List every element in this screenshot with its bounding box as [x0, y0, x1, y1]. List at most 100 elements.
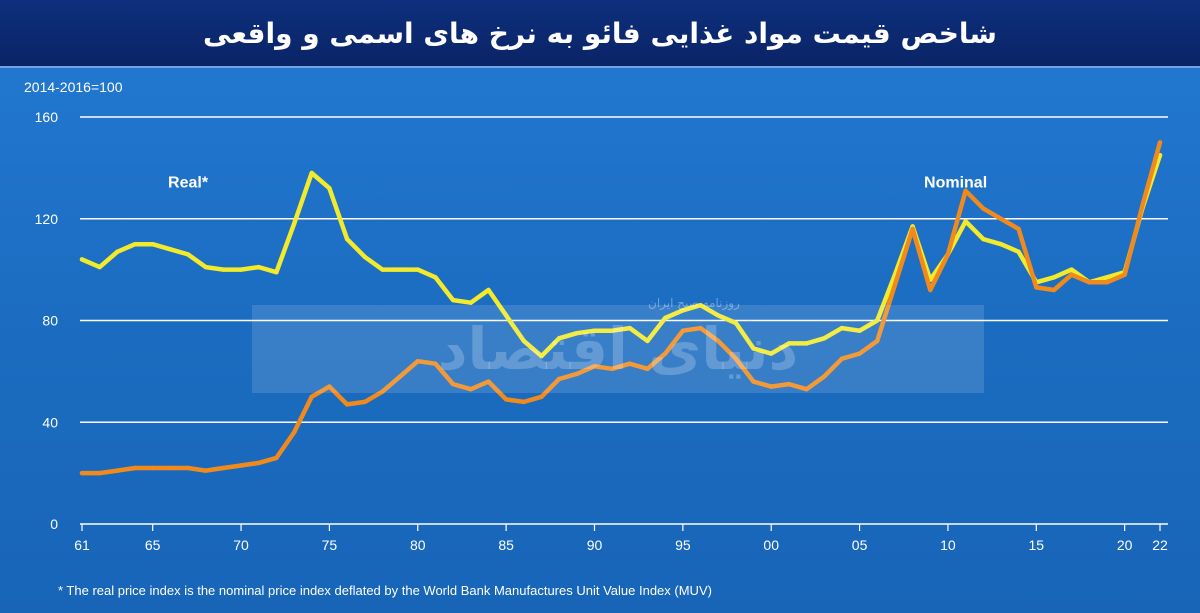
data-point-real	[503, 313, 509, 318]
data-point-real	[556, 336, 562, 341]
data-point-nominal	[433, 361, 438, 366]
data-point-real	[521, 338, 526, 344]
data-point-nominal	[468, 387, 473, 392]
data-point-real	[804, 341, 809, 346]
data-point-nominal	[221, 465, 226, 471]
data-point-nominal	[963, 188, 968, 193]
series-label-nominal: Nominal	[924, 175, 987, 192]
data-point-real	[327, 186, 332, 191]
data-point-real	[274, 270, 279, 275]
series-label-real: Real*	[168, 175, 209, 192]
data-point-nominal	[680, 328, 686, 333]
data-point-nominal	[1122, 272, 1127, 277]
series-labels: 2014-2016=100 Real* Nominal	[24, 79, 987, 192]
data-point-nominal	[397, 374, 403, 379]
data-point-nominal	[327, 384, 332, 389]
data-point-nominal	[786, 381, 792, 387]
data-point-nominal	[203, 468, 208, 473]
data-point-nominal	[344, 402, 350, 407]
y-tick-label: 40	[42, 414, 58, 430]
x-tick-label: 95	[675, 537, 691, 553]
data-point-real	[680, 308, 686, 313]
data-point-real	[362, 254, 367, 260]
y-tick-label: 160	[35, 109, 59, 125]
data-point-nominal	[503, 397, 509, 402]
data-point-real	[150, 242, 155, 247]
data-point-real	[397, 267, 403, 272]
data-point-nominal	[839, 356, 845, 361]
x-tick-label: 65	[145, 537, 161, 553]
x-tick-label: 20	[1117, 537, 1133, 553]
data-point-nominal	[716, 338, 721, 344]
x-tick-label: 90	[587, 537, 603, 553]
watermark-band: دنیای اقتصاد	[252, 305, 984, 393]
data-point-nominal	[645, 366, 650, 371]
data-point-real	[592, 328, 597, 333]
data-point-real	[115, 249, 120, 254]
data-point-real	[627, 325, 632, 331]
data-point-nominal	[822, 374, 827, 379]
chart-title: شاخص قیمت مواد غذایی فائو به نرخ های اسم…	[203, 16, 997, 50]
data-point-nominal	[998, 216, 1004, 221]
data-point-real	[610, 328, 615, 333]
x-tick-label: 05	[852, 537, 868, 553]
data-point-nominal	[1087, 280, 1092, 285]
data-point-nominal	[291, 430, 297, 435]
data-point-nominal	[610, 366, 615, 371]
series-lines	[79, 140, 1163, 476]
data-point-real	[132, 242, 138, 247]
data-point-real	[1069, 267, 1074, 272]
data-point-nominal	[521, 399, 526, 405]
data-point-real	[468, 300, 473, 305]
data-point-real	[185, 252, 191, 257]
data-point-real	[539, 353, 544, 359]
data-point-real	[415, 267, 420, 272]
data-point-real	[663, 315, 668, 321]
data-point-nominal	[663, 351, 668, 356]
data-point-nominal	[415, 359, 420, 364]
footnote: * The real price index is the nominal pr…	[58, 583, 712, 598]
data-point-nominal	[79, 470, 85, 476]
unit-label: 2014-2016=100	[24, 79, 123, 95]
data-point-real	[998, 242, 1004, 247]
data-point-real	[79, 257, 85, 262]
data-point-real	[786, 341, 792, 346]
data-point-real	[1051, 275, 1057, 280]
data-point-nominal	[910, 226, 915, 232]
data-point-real	[486, 287, 491, 293]
data-point-nominal	[539, 394, 544, 399]
data-point-real	[380, 267, 385, 272]
data-point-nominal	[574, 371, 579, 377]
data-point-real	[256, 264, 261, 270]
series-line-nominal	[79, 140, 1163, 476]
data-point-real	[291, 221, 297, 226]
data-point-nominal	[486, 379, 491, 384]
data-point-nominal	[185, 465, 191, 471]
data-point-real	[645, 338, 650, 344]
data-point-nominal	[751, 379, 756, 384]
data-point-nominal	[274, 455, 279, 461]
data-point-nominal	[238, 463, 244, 468]
data-point-nominal	[450, 381, 456, 387]
data-point-real	[1016, 249, 1021, 254]
data-point-real	[1104, 275, 1110, 280]
data-point-real	[433, 275, 438, 280]
data-point-nominal	[875, 338, 880, 344]
x-tick-label: 70	[233, 537, 249, 553]
data-point-real	[839, 325, 845, 331]
data-point-nominal	[256, 460, 261, 466]
data-point-nominal	[380, 389, 385, 394]
data-point-nominal	[150, 465, 155, 471]
watermark-logo-text: دنیای اقتصاد	[437, 315, 799, 383]
data-point-nominal	[1069, 272, 1074, 277]
data-point-nominal	[892, 282, 898, 288]
x-tick-label: 61	[74, 537, 90, 553]
data-point-nominal	[804, 387, 809, 392]
watermark-subtitle: روزنامه صبح ایران	[648, 296, 740, 310]
x-tick-label: 15	[1029, 537, 1045, 553]
axis-ticks: 0 40 80 120 160 61 65 70 75 80 85 90 95 00 05 10 15 20 22	[35, 109, 1168, 553]
data-point-real	[238, 267, 244, 272]
x-tick-label: 85	[498, 537, 514, 553]
